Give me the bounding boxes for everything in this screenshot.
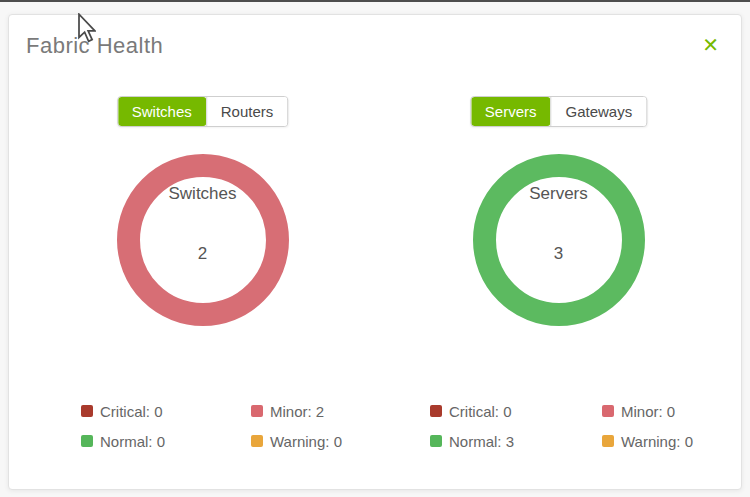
window-top-edge — [0, 0, 750, 2]
legend-label: Warning: 0 — [270, 433, 342, 450]
legend-label: Critical: 0 — [100, 403, 163, 420]
legend-item-critical[interactable]: Critical: 0 — [81, 401, 241, 421]
donut-center-label: Servers — [473, 184, 645, 204]
legend-swatch-warning — [602, 435, 614, 447]
legend-column: Critical: 0 Normal: 3 — [430, 401, 590, 461]
donut-ring — [117, 154, 289, 326]
legend-label: Minor: 0 — [621, 403, 675, 420]
servers-donut-chart[interactable]: Servers 3 — [473, 154, 645, 326]
legend-label: Critical: 0 — [449, 403, 512, 420]
toggle-servers-button[interactable]: Servers — [471, 97, 551, 126]
servers-gateways-toggle: Servers Gateways — [470, 96, 647, 127]
legend-swatch-normal — [430, 435, 442, 447]
donut-center-value: 2 — [117, 244, 289, 264]
legend-column: Critical: 0 Normal: 0 — [81, 401, 241, 461]
toggle-switches-button[interactable]: Switches — [118, 97, 206, 126]
servers-panel: Servers Gateways Servers 3 Critical: 0 N… — [375, 15, 742, 489]
legend-item-normal[interactable]: Normal: 3 — [430, 431, 590, 451]
legend-swatch-warning — [251, 435, 263, 447]
legend-label: Minor: 2 — [270, 403, 324, 420]
toggle-routers-button[interactable]: Routers — [206, 97, 288, 126]
donut-center-label: Switches — [117, 184, 289, 204]
legend-swatch-normal — [81, 435, 93, 447]
switches-routers-toggle: Switches Routers — [117, 96, 289, 127]
donut-ring — [473, 154, 645, 326]
fabric-health-screen: { "accent_color": "#76b900", "dialog": {… — [0, 0, 750, 497]
switches-donut-chart[interactable]: Switches 2 — [117, 154, 289, 326]
legend-item-critical[interactable]: Critical: 0 — [430, 401, 590, 421]
legend-item-normal[interactable]: Normal: 0 — [81, 431, 241, 451]
legend-label: Warning: 0 — [621, 433, 693, 450]
legend-column: Minor: 0 Warning: 0 — [602, 401, 750, 461]
fabric-health-dialog: Fabric Health ✕ Switches Routers Switche… — [8, 14, 742, 490]
legend-swatch-critical — [430, 405, 442, 417]
switches-panel: Switches Routers Switches 2 Critical: 0 … — [9, 15, 376, 489]
legend-item-minor[interactable]: Minor: 0 — [602, 401, 750, 421]
toggle-gateways-button[interactable]: Gateways — [550, 97, 646, 126]
legend-label: Normal: 3 — [449, 433, 514, 450]
legend-swatch-minor — [251, 405, 263, 417]
legend-swatch-critical — [81, 405, 93, 417]
donut-center-value: 3 — [473, 244, 645, 264]
legend-label: Normal: 0 — [100, 433, 165, 450]
legend-item-warning[interactable]: Warning: 0 — [602, 431, 750, 451]
legend-swatch-minor — [602, 405, 614, 417]
